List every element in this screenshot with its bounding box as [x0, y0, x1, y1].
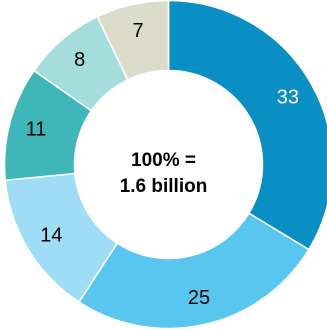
slice-labels-layer: 33 25 14 11 8 7 [26, 20, 299, 309]
slice-label-7: 7 [132, 20, 143, 42]
slice-label-25: 25 [188, 287, 210, 309]
donut-slice-7 [96, 0, 170, 81]
slice-label-33: 33 [277, 86, 299, 108]
slice-label-8: 8 [74, 49, 85, 71]
slice-label-14: 14 [40, 225, 62, 247]
center-label-line-2: 1.6 billion [120, 176, 208, 197]
center-label-line-1: 100% = [131, 150, 196, 171]
donut-slice-33 [167, 0, 327, 251]
slices-layer [3, 0, 327, 329]
slice-label-11: 11 [26, 119, 47, 141]
donut-slice-25 [77, 212, 310, 329]
